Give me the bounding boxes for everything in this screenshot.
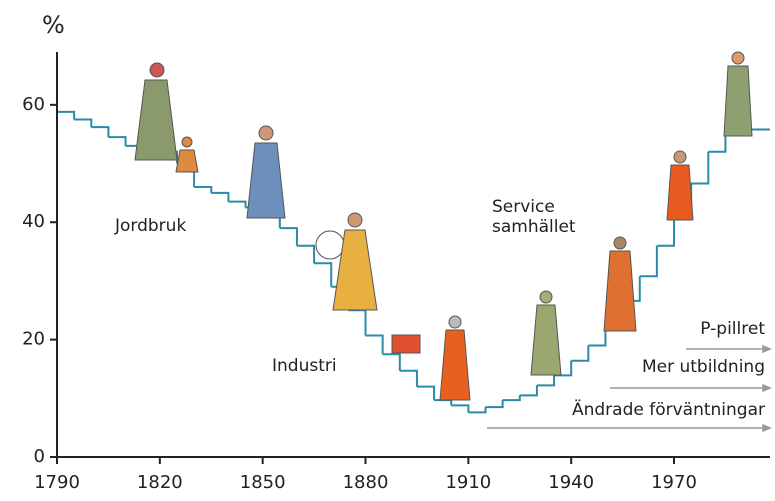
step-line [537,375,554,385]
x-tick-label: 1850 [240,472,286,493]
annotation: Ändrade förväntningar [572,399,765,420]
x-tick-label: 1970 [651,472,697,493]
step-line [228,202,245,208]
step-line [91,127,108,137]
step-line [708,129,725,151]
step-line [366,336,383,355]
step-line [485,400,502,407]
step-line [640,246,657,277]
chart: % Jordbruk Industri Service samhället P-… [0,0,775,501]
step-line [211,193,228,202]
step-line [588,322,605,345]
step-line [434,400,451,405]
step-line [108,137,125,146]
step-line [451,405,468,412]
y-axis-label: % [42,11,65,39]
step-line [297,246,314,264]
step-line [691,152,708,184]
annotation: Service [492,197,555,217]
step-line [74,120,91,128]
annotation: samhället [492,217,576,237]
step-line [314,263,331,286]
x-tick-label: 1940 [548,472,594,493]
step-line [468,407,485,412]
step-line [194,187,211,193]
step-line [383,354,400,370]
y-tick-label: 40 [22,211,45,232]
annotation: P-pillret [700,319,765,339]
step-line [657,216,674,245]
step-line [520,385,537,395]
x-tick-label: 1910 [445,472,491,493]
step-line [400,371,417,387]
step-line [57,112,74,120]
step-line [503,395,520,400]
step-line [571,345,588,360]
annotation: Industri [272,356,337,376]
x-tick-label: 1880 [343,472,389,493]
step-line [280,228,297,246]
annotation: Jordbruk [114,216,186,236]
annotation: Mer utbildning [642,357,765,377]
step-line [348,310,365,335]
y-tick-label: 60 [22,94,45,115]
x-tick-label: 1820 [137,472,183,493]
x-tick-label: 1790 [34,472,80,493]
step-line [417,387,434,401]
illustrations [135,52,752,400]
y-tick-label: 0 [34,446,45,467]
y-tick-label: 20 [22,329,45,350]
